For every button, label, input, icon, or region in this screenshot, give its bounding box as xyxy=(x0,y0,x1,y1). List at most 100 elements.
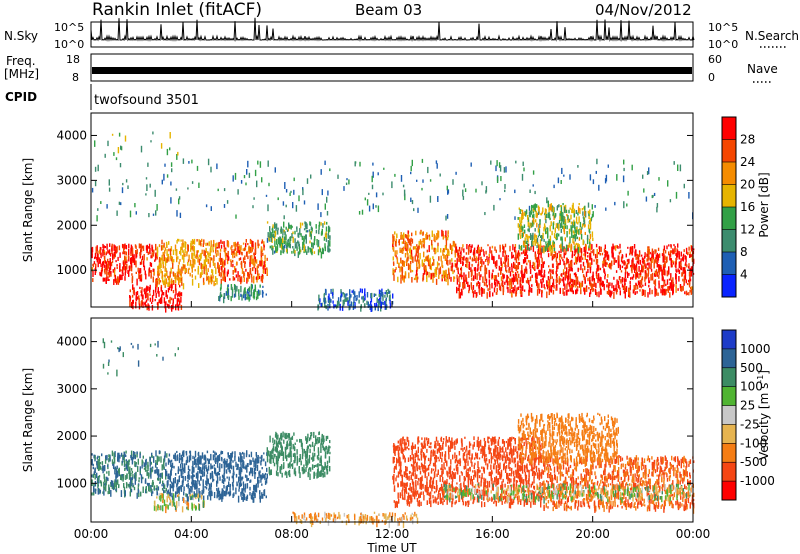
data-point xyxy=(522,232,524,237)
data-point xyxy=(568,242,570,248)
data-point xyxy=(278,455,280,459)
data-point xyxy=(224,259,226,266)
data-point xyxy=(561,242,564,248)
data-point xyxy=(565,257,568,265)
data-point xyxy=(512,244,514,251)
data-point xyxy=(324,463,326,468)
data-point xyxy=(473,247,476,254)
data-point xyxy=(128,468,130,474)
data-point xyxy=(485,259,487,262)
data-point xyxy=(536,282,539,289)
data-point xyxy=(317,456,319,461)
data-point xyxy=(372,171,374,178)
data-point xyxy=(255,462,257,468)
data-point xyxy=(317,245,319,248)
data-point xyxy=(223,241,225,247)
cpid-value: twofsound 3501 xyxy=(94,93,199,108)
data-point xyxy=(170,288,173,292)
data-point xyxy=(161,472,163,479)
data-point xyxy=(552,212,555,216)
data-point xyxy=(654,289,656,297)
data-point xyxy=(684,255,686,260)
colorbar-segment xyxy=(722,207,736,230)
data-point xyxy=(241,468,243,473)
data-point xyxy=(134,455,136,460)
data-point xyxy=(527,277,529,284)
data-point xyxy=(270,469,272,475)
data-point xyxy=(124,467,126,471)
data-point xyxy=(272,224,274,228)
data-point xyxy=(426,500,428,505)
data-point xyxy=(641,276,644,281)
data-point xyxy=(160,286,162,292)
data-point xyxy=(563,248,565,253)
data-point xyxy=(569,236,571,244)
data-point xyxy=(260,250,262,257)
data-point xyxy=(654,274,656,277)
data-point xyxy=(204,250,206,258)
data-point xyxy=(281,238,283,245)
data-point xyxy=(329,440,331,444)
data-point xyxy=(258,473,260,479)
data-point xyxy=(543,247,545,254)
data-point xyxy=(325,234,327,239)
data-point xyxy=(126,473,128,479)
data-point xyxy=(307,433,309,438)
data-point xyxy=(678,269,681,274)
data-point xyxy=(672,277,674,285)
data-point xyxy=(180,296,182,303)
data-point xyxy=(138,295,140,300)
data-point xyxy=(177,271,179,278)
data-point xyxy=(210,276,213,283)
data-point xyxy=(574,272,577,278)
data-point xyxy=(251,492,254,500)
data-point xyxy=(261,467,263,470)
data-point xyxy=(423,240,425,244)
data-point xyxy=(128,248,130,256)
data-point xyxy=(395,267,397,270)
data-point xyxy=(317,203,319,210)
data-point xyxy=(128,266,131,272)
data-point xyxy=(238,293,240,297)
data-point xyxy=(150,255,152,259)
data-point xyxy=(170,460,172,467)
data-point xyxy=(242,490,244,497)
data-point xyxy=(436,261,439,268)
data-point xyxy=(690,287,692,290)
data-point xyxy=(392,261,395,265)
data-point xyxy=(445,244,447,251)
data-point xyxy=(216,246,218,249)
data-point xyxy=(298,467,300,474)
data-point xyxy=(577,230,579,235)
data-point xyxy=(662,255,664,263)
data-point xyxy=(243,484,245,491)
data-point xyxy=(193,246,195,252)
data-point xyxy=(206,272,208,275)
data-point xyxy=(675,191,678,199)
data-point xyxy=(422,244,425,247)
data-point xyxy=(102,467,104,474)
data-point xyxy=(450,265,452,271)
data-point xyxy=(653,259,655,264)
data-point xyxy=(94,140,96,147)
data-point xyxy=(136,492,138,499)
data-point xyxy=(157,301,159,309)
data-point xyxy=(540,263,543,270)
data-point xyxy=(400,260,402,264)
data-point xyxy=(218,269,221,277)
data-point xyxy=(231,286,233,291)
data-point xyxy=(542,262,545,268)
data-point xyxy=(250,467,252,473)
data-point xyxy=(175,188,178,191)
data-point xyxy=(274,237,276,241)
data-point xyxy=(210,453,212,461)
data-point xyxy=(236,261,238,266)
data-point xyxy=(620,270,623,273)
data-point xyxy=(306,437,309,443)
data-point xyxy=(461,247,463,251)
data-point xyxy=(175,289,177,296)
data-point xyxy=(134,452,136,455)
data-point xyxy=(211,269,213,274)
data-point xyxy=(547,212,549,218)
data-point xyxy=(658,274,660,279)
